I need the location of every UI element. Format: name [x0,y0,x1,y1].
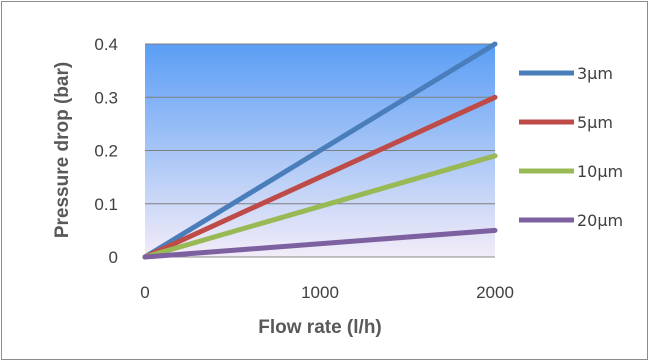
legend-label: 10µm [577,162,623,181]
y-axis-title: Pressure drop (bar) [52,62,73,238]
legend-label: 3µm [577,64,613,83]
x-tick-label: 0 [140,283,149,302]
y-tick-label: 0.2 [94,142,118,161]
legend-label: 20µm [577,211,623,230]
y-tick-label: 0.1 [94,195,118,214]
y-tick-label: 0.4 [94,35,118,54]
y-tick-label: 0.3 [94,88,118,107]
legend-label: 5µm [577,113,613,132]
y-tick-label: 0 [109,248,118,267]
x-axis-title: Flow rate (l/h) [258,317,382,338]
x-tick-label: 2000 [476,283,514,302]
x-tick-label: 1000 [301,283,339,302]
